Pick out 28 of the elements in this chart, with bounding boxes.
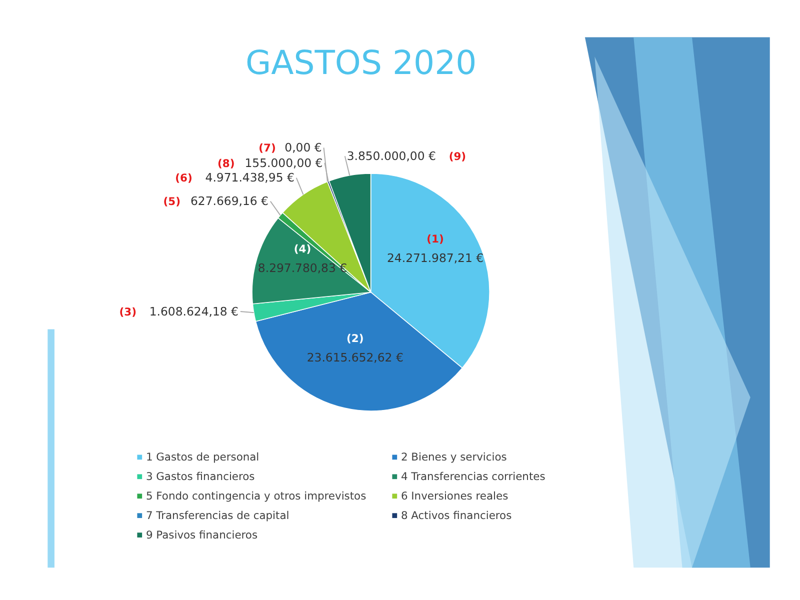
legend-label: 6 Inversiones reales	[400, 490, 509, 503]
data-label: 4.971.438,95 €	[205, 170, 294, 185]
text: 0,00 €	[284, 140, 322, 155]
text: (4)	[294, 242, 312, 256]
legend-label: 2 Bienes y servicios	[400, 450, 508, 464]
legend-label: 7 Transferencias de capital	[146, 509, 290, 522]
legend-label: 1 Gastos de personal	[146, 450, 260, 464]
text: (3)	[119, 305, 136, 318]
legend-label: 8 Activos financieros	[400, 509, 512, 522]
data-label: 155.000,00 €	[244, 156, 323, 170]
text: (2)	[346, 332, 364, 346]
data-label: 24.271.987,21 €	[387, 250, 484, 265]
data-label: 627.669,16 €	[190, 194, 268, 208]
text: (7)	[258, 142, 276, 155]
legend-label: 5 Fondo contingencia y otros imprevistos	[146, 490, 367, 503]
chart-title: GASTOS 2020	[245, 43, 477, 82]
legend-label: 9 Pasivos financieros	[146, 528, 258, 542]
text: (8)	[218, 156, 235, 170]
data-label: 1.608.624,18 €	[149, 304, 238, 318]
text: (1)	[426, 232, 444, 246]
text: (6)	[175, 172, 192, 185]
data-label: 3.850.000,00 €	[346, 149, 436, 164]
data-label: 8.297.780,83 €	[258, 260, 348, 275]
legend-label: 4 Transferencias corrientes	[400, 470, 546, 484]
legend-label: 3 Gastos financieros	[146, 470, 256, 484]
data-label: 23.615.652,62 €	[306, 350, 404, 365]
text: (5)	[163, 195, 180, 208]
text: (9)	[448, 150, 466, 164]
